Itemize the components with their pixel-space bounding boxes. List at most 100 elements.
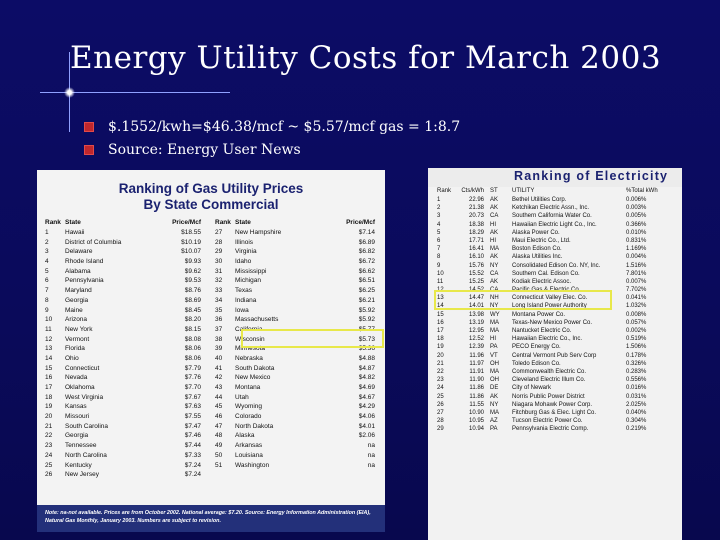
page-title: Energy Utility Costs for March 2003 [70,40,662,76]
table-cell: New Jersey [65,471,99,479]
table-cell: 47 [215,422,223,430]
elec-heading-text: Ranking of Electricity [514,169,669,183]
table-cell: Consolidated Edison Co. NY, Inc. [512,262,601,269]
table-cell: 14 [437,303,444,310]
table-cell: 0.016% [626,385,647,392]
table-cell: 0.304% [626,418,647,425]
table-cell: 10 [437,270,444,277]
table-cell: Idaho [235,258,252,266]
table-cell: $9.62 [184,267,201,275]
table-cell: 1.169% [626,246,647,253]
table-cell: Tucson Electric Power Co. [512,418,583,425]
table-cell: 31 [215,267,223,275]
table-cell [235,470,335,480]
table-cell: $9.53 [184,277,201,285]
table-cell: 4 [45,258,49,266]
table-cell: Arizona [65,316,88,324]
table-cell: Florida [65,345,85,353]
table-cell: 22.96 [468,197,484,203]
column-header: State [235,219,251,226]
table-cell: Ohio [65,354,79,362]
table-cell: 22 [437,368,444,375]
table-cell: $7.24 [184,471,201,479]
table-cell: NY [490,401,499,408]
table-cell: Colorado [235,413,262,421]
table-cell: AK [490,393,499,400]
table-cell: 14 [45,354,53,362]
table-cell: NH [490,295,499,302]
table-cell: Southern Cal. Edison Co. [512,270,580,277]
table-cell: 9 [45,306,49,314]
table-cell: 13.98 [468,311,484,318]
elec-col-utility: UTILITY Bethel Utilities Corp. Ketchikan … [512,187,628,433]
table-cell: 23 [45,442,53,450]
table-cell: $4.88 [358,354,375,362]
table-cell: 7 [437,246,441,253]
table-cell: 20.73 [468,213,484,220]
table-cell: MA [490,246,499,253]
column-header: Rank [45,219,61,226]
table-cell: 2.025% [626,401,647,408]
table-cell: 1.516% [626,262,647,269]
table-cell: 12.95 [468,328,484,334]
table-cell: 17.71 [468,237,484,244]
table-cell: $4.82 [358,374,375,382]
table-cell: 25 [437,393,444,400]
table-cell: Bethel Utilities Corp. [512,197,567,203]
table-cell: $6.82 [358,248,375,256]
column-header: %Total kWh [626,188,658,194]
table-cell: 6 [437,237,441,244]
bullet-square-icon [84,145,94,155]
table-cell [215,470,235,480]
table-cell: 28 [437,418,444,425]
table-cell: $5.92 [358,316,375,324]
table-cell: 17 [45,384,53,391]
table-cell: Connecticut [65,364,100,372]
table-cell: 11.96 [469,352,484,359]
table-cell: Long Island Power Authority [512,303,587,310]
table-cell: North Dakota [235,422,274,430]
table-cell: Texas-New Mexico Power Co. [512,319,593,326]
table-cell: Oklahoma [65,384,95,391]
table-cell: $7.79 [184,364,201,372]
table-cell: 1 [437,197,441,203]
table-cell: MA [490,409,499,416]
table-cell: Cleveland Electric Illum Co. [512,377,586,384]
table-cell: 16.41 [468,246,484,253]
table-cell: PA [490,426,498,433]
table-cell: 4 [437,221,441,228]
table-cell: West Virginia [65,393,104,401]
table-cell: 0.010% [626,229,647,236]
table-cell: $8.15 [184,325,201,333]
table-cell: Southern California Water Co. [512,213,592,220]
table-cell: 0.041% [626,295,647,302]
column-header: Price/Mcf [346,219,375,226]
table-cell: $4.69 [358,384,375,391]
table-cell: $5.92 [358,306,375,314]
table-cell: 44 [215,393,223,401]
table-cell: Michigan [235,277,262,285]
table-cell: 0.057% [626,319,647,326]
table-cell: 49 [215,442,223,450]
table-cell: $6.72 [358,258,375,266]
table-cell: $9.93 [184,258,201,266]
table-cell: $6.25 [358,287,375,295]
gas-table-heading: Ranking of Gas Utility Prices By State C… [37,170,385,218]
table-cell: 45 [215,403,223,411]
table-cell: $7.70 [184,384,201,391]
table-cell: $8.06 [184,354,201,362]
table-cell: District of Columbia [65,238,122,246]
table-cell: 11 [437,278,444,285]
bullet-item: $.1552/kwh=$46.38/mcf ~ $5.57/mcf gas = … [82,118,460,141]
column-header: Cts/kWh [461,188,484,194]
gas-col-state-right: State New Hampshire Illinois Virginia Idaho… [235,218,335,480]
table-cell: MA [490,368,499,375]
table-cell: Toledo Edison Co. [512,360,561,367]
table-cell: 6 [45,277,49,285]
table-cell: 11.97 [469,360,484,367]
table-cell: $4.87 [358,364,375,372]
table-cell: 10.94 [468,426,484,433]
table-cell: 35 [215,306,223,314]
table-cell: Iowa [235,306,249,314]
table-cell: 0.006% [626,197,647,203]
